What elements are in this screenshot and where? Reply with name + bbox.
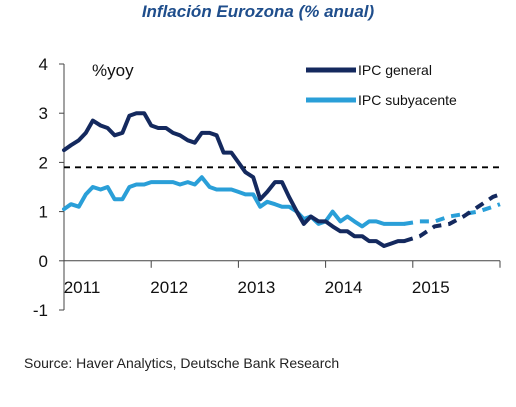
- legend-label-ipc-general: IPC general: [358, 62, 432, 78]
- x-tick-label: 2014: [325, 278, 363, 297]
- series-forecast-ipc-general: [403, 192, 501, 244]
- y-tick-label: 1: [39, 203, 48, 222]
- y-tick-label: 2: [39, 153, 48, 172]
- axes: [59, 63, 501, 311]
- series-line-ipc-general: [62, 111, 407, 248]
- series-forecast-ipc-subyacente: [403, 202, 501, 226]
- y-tick-label: -1: [33, 301, 48, 320]
- y-tick-label: 3: [39, 104, 48, 123]
- tick-labels: 4 3 2 1 0 -1 2011 2012 2013 2014 2015: [33, 55, 450, 320]
- source-note: Source: Haver Analytics, Deutsche Bank R…: [24, 355, 340, 371]
- y-tick-label: 0: [39, 252, 48, 271]
- x-tick-label: 2013: [237, 278, 275, 297]
- x-tick-label: 2015: [412, 278, 450, 297]
- series-line-ipc-subyacente: [62, 175, 407, 229]
- x-tick-label: 2011: [64, 278, 101, 297]
- x-tick-label: 2012: [150, 278, 188, 297]
- unit-label: %yoy: [92, 61, 134, 80]
- legend: IPC general IPC subyacente: [306, 62, 457, 108]
- chart-title: Inflación Eurozona (% anual): [141, 2, 375, 21]
- y-tick-label: 4: [39, 55, 48, 74]
- legend-label-ipc-subyacente: IPC subyacente: [358, 92, 457, 108]
- series-layer: [62, 111, 501, 248]
